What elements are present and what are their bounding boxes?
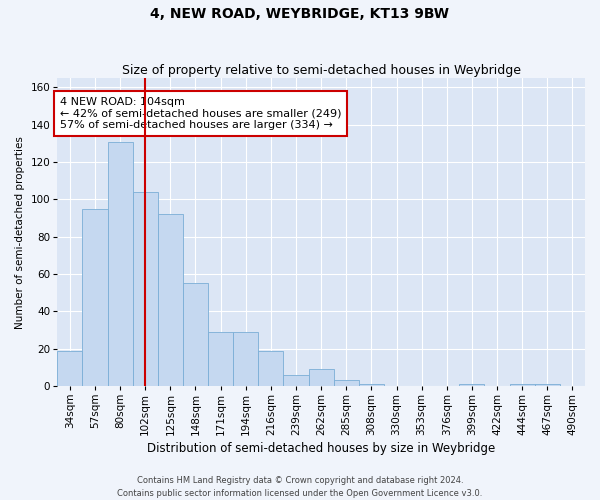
Title: Size of property relative to semi-detached houses in Weybridge: Size of property relative to semi-detach…: [122, 64, 521, 77]
Bar: [158, 214, 183, 386]
Bar: [509, 384, 535, 386]
Bar: [233, 332, 258, 386]
Y-axis label: Number of semi-detached properties: Number of semi-detached properties: [15, 136, 25, 328]
Bar: [183, 284, 208, 386]
Bar: [535, 384, 560, 386]
Bar: [460, 384, 484, 386]
Bar: [258, 350, 283, 386]
Bar: [107, 142, 133, 386]
Bar: [57, 350, 82, 386]
Bar: [308, 369, 334, 386]
Bar: [283, 375, 308, 386]
Text: 4 NEW ROAD: 104sqm
← 42% of semi-detached houses are smaller (249)
57% of semi-d: 4 NEW ROAD: 104sqm ← 42% of semi-detache…: [60, 97, 341, 130]
Text: Contains HM Land Registry data © Crown copyright and database right 2024.
Contai: Contains HM Land Registry data © Crown c…: [118, 476, 482, 498]
Bar: [208, 332, 233, 386]
Bar: [359, 384, 384, 386]
Text: 4, NEW ROAD, WEYBRIDGE, KT13 9BW: 4, NEW ROAD, WEYBRIDGE, KT13 9BW: [151, 8, 449, 22]
Bar: [334, 380, 359, 386]
Bar: [133, 192, 158, 386]
X-axis label: Distribution of semi-detached houses by size in Weybridge: Distribution of semi-detached houses by …: [147, 442, 495, 455]
Bar: [82, 209, 107, 386]
